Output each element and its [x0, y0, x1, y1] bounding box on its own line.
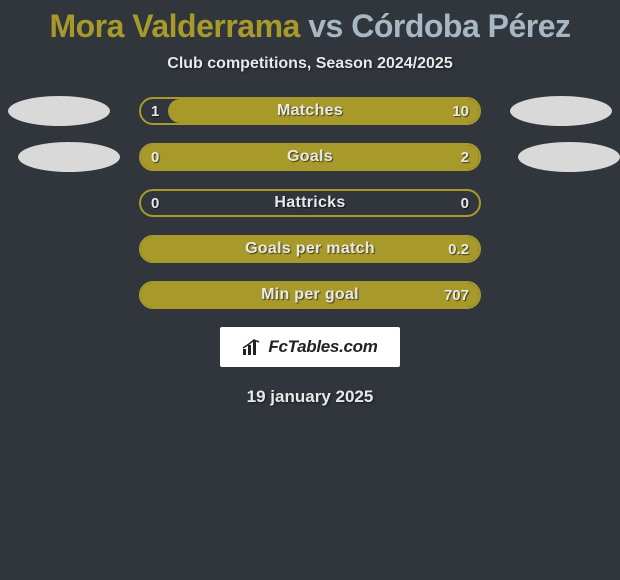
vs-text: vs	[300, 8, 351, 44]
stat-bar: 110Matches	[139, 97, 481, 125]
stat-bar: 0.2Goals per match	[139, 235, 481, 263]
player1-badge	[8, 96, 110, 126]
stat-label: Goals per match	[141, 237, 479, 261]
player2-badge	[510, 96, 612, 126]
player1-badge	[18, 142, 120, 172]
page-title: Mora Valderrama vs Córdoba Pérez	[0, 0, 620, 45]
stat-bar: 02Goals	[139, 143, 481, 171]
logo-text: FcTables.com	[268, 337, 377, 357]
stat-label: Hattricks	[141, 191, 479, 215]
stat-row: 110Matches	[0, 97, 620, 125]
stat-label: Matches	[141, 99, 479, 123]
stat-row: 02Goals	[0, 143, 620, 171]
logo-box: FcTables.com	[220, 327, 400, 367]
stat-label: Goals	[141, 145, 479, 169]
bar-chart-icon	[242, 338, 264, 356]
stat-row: 707Min per goal	[0, 281, 620, 309]
subtitle: Club competitions, Season 2024/2025	[0, 55, 620, 73]
comparison-rows: 110Matches 02Goals 00Hattricks 0.2Goals per…	[0, 97, 620, 309]
stat-bar: 00Hattricks	[139, 189, 481, 217]
date-text: 19 january 2025	[0, 387, 620, 407]
stat-bar: 707Min per goal	[139, 281, 481, 309]
player1-name: Mora Valderrama	[49, 8, 299, 44]
player2-badge	[518, 142, 620, 172]
stat-label: Min per goal	[141, 283, 479, 307]
stat-row: 00Hattricks	[0, 189, 620, 217]
stat-row: 0.2Goals per match	[0, 235, 620, 263]
player2-name: Córdoba Pérez	[351, 8, 570, 44]
